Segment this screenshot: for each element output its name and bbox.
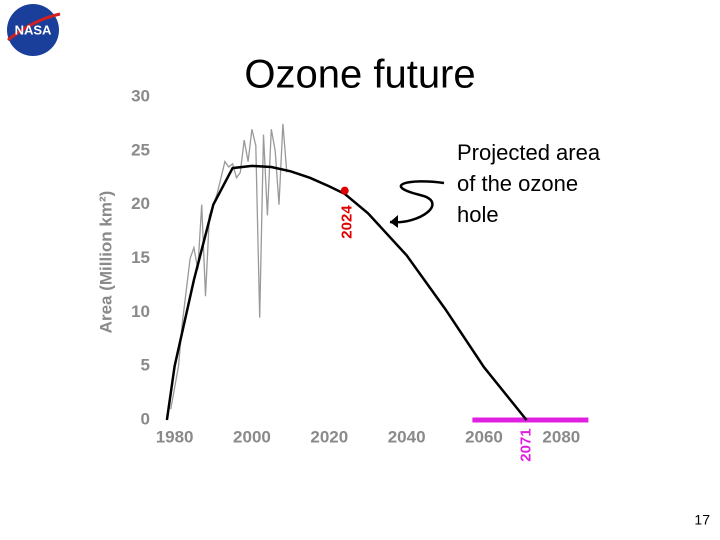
y-tick-label: 5 <box>141 356 150 375</box>
annotation: Projected area <box>457 140 601 165</box>
x-tick-label: 2080 <box>542 427 580 446</box>
x-tick-label: 2040 <box>388 427 426 446</box>
page-number: 17 <box>694 512 710 528</box>
marker-label: 2024 <box>339 205 356 239</box>
y-tick-label: 30 <box>131 86 150 105</box>
x-tick-label: 1980 <box>156 427 194 446</box>
x-tick-label: 2020 <box>310 427 348 446</box>
chart-title: Ozone future <box>244 53 475 97</box>
marker-point <box>340 186 349 195</box>
y-tick-label: 20 <box>131 194 150 213</box>
annotation: hole <box>457 202 499 227</box>
y-tick-label: 25 <box>131 140 150 159</box>
recovery-label: 2071 <box>517 428 534 461</box>
logo-swoosh <box>7 12 61 42</box>
arrow-head <box>390 215 398 228</box>
annotation-arrow <box>389 180 445 224</box>
y-axis-label: Area (Million km²) <box>96 191 115 334</box>
logo-text: NASA <box>15 22 52 37</box>
y-tick-label: 10 <box>131 302 150 321</box>
y-tick-label: 15 <box>131 248 150 267</box>
x-tick-label: 2060 <box>465 427 503 446</box>
series-line <box>170 123 288 410</box>
annotation: of the ozone <box>457 171 578 196</box>
series-line <box>165 164 528 421</box>
x-tick-label: 2000 <box>233 427 271 446</box>
y-tick-label: 0 <box>141 409 150 428</box>
